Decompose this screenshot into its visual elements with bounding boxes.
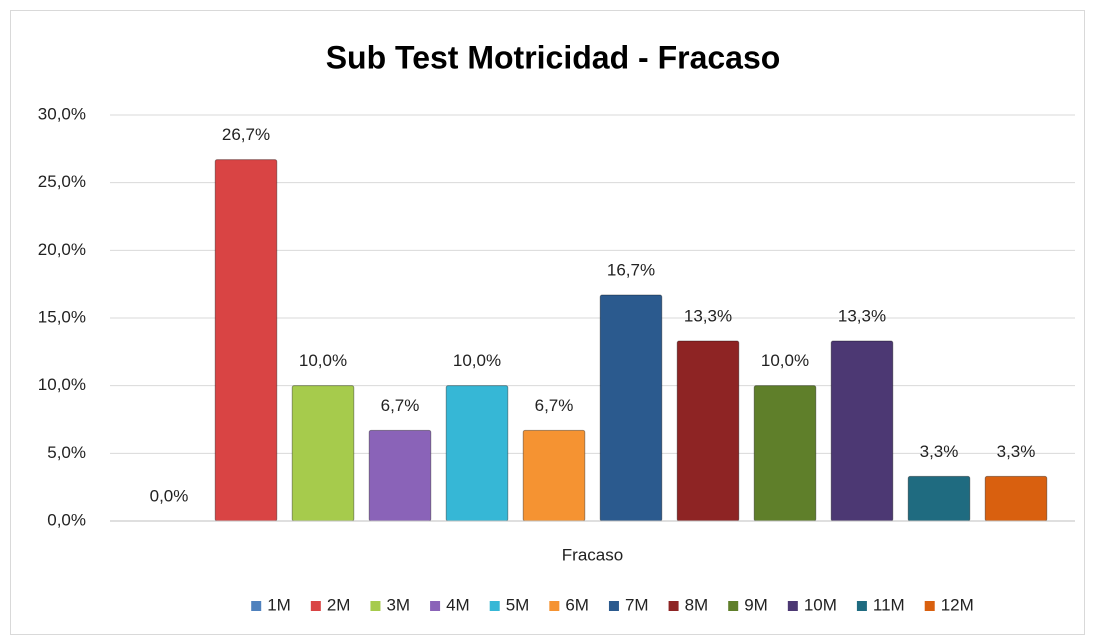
bar (676, 340, 740, 522)
data-label: 0,0% (150, 486, 189, 505)
bar (599, 294, 663, 522)
legend-swatch (608, 601, 619, 611)
y-tick-label: 5,0% (47, 443, 86, 462)
bar (291, 385, 355, 522)
legend-label: 1M (267, 595, 291, 614)
legend-swatch (856, 601, 867, 611)
bar (753, 385, 817, 522)
bar (522, 429, 586, 522)
legend-label: 7M (625, 595, 649, 614)
legend-label: 3M (386, 595, 410, 614)
legend-swatch (430, 601, 441, 611)
y-tick-label: 20,0% (38, 240, 86, 259)
y-tick-label: 30,0% (38, 104, 86, 123)
bar (368, 429, 432, 522)
legend-swatch (668, 601, 679, 611)
legend-label: 8M (685, 595, 709, 614)
data-label: 10,0% (453, 351, 501, 370)
data-label: 16,7% (607, 260, 655, 279)
y-tick-label: 10,0% (38, 375, 86, 394)
bar (830, 340, 894, 522)
legend-label: 2M (327, 595, 351, 614)
data-label: 6,7% (535, 396, 574, 415)
bar (984, 475, 1048, 522)
data-label: 10,0% (761, 351, 809, 370)
data-label: 6,7% (381, 396, 420, 415)
data-label: 26,7% (222, 125, 270, 144)
legend-label: 4M (446, 595, 470, 614)
chart-border (10, 10, 1085, 635)
legend-label: 5M (506, 595, 530, 614)
data-label: 13,3% (684, 306, 732, 325)
legend-label: 9M (744, 595, 768, 614)
legend-swatch (787, 601, 798, 611)
legend-swatch (251, 601, 262, 611)
y-tick-label: 25,0% (38, 172, 86, 191)
legend-swatch (549, 601, 560, 611)
y-tick-label: 0,0% (47, 510, 86, 529)
data-label: 3,3% (920, 442, 959, 461)
legend-label: 12M (941, 595, 974, 614)
bar (445, 385, 509, 522)
data-label: 3,3% (997, 442, 1036, 461)
chart-title: Sub Test Motricidad - Fracaso (326, 39, 781, 75)
legend-swatch (489, 601, 500, 611)
bar (214, 159, 278, 522)
x-tick-label: Fracaso (562, 545, 623, 564)
data-label: 13,3% (838, 306, 886, 325)
legend-label: 10M (804, 595, 837, 614)
legend-swatch (370, 601, 381, 611)
bar (907, 475, 971, 522)
legend-swatch (924, 601, 935, 611)
data-label: 10,0% (299, 351, 347, 370)
legend-label: 11M (873, 595, 905, 614)
legend-swatch (310, 601, 321, 611)
y-tick-label: 15,0% (38, 307, 86, 326)
legend-label: 6M (565, 595, 589, 614)
legend-swatch (728, 601, 739, 611)
